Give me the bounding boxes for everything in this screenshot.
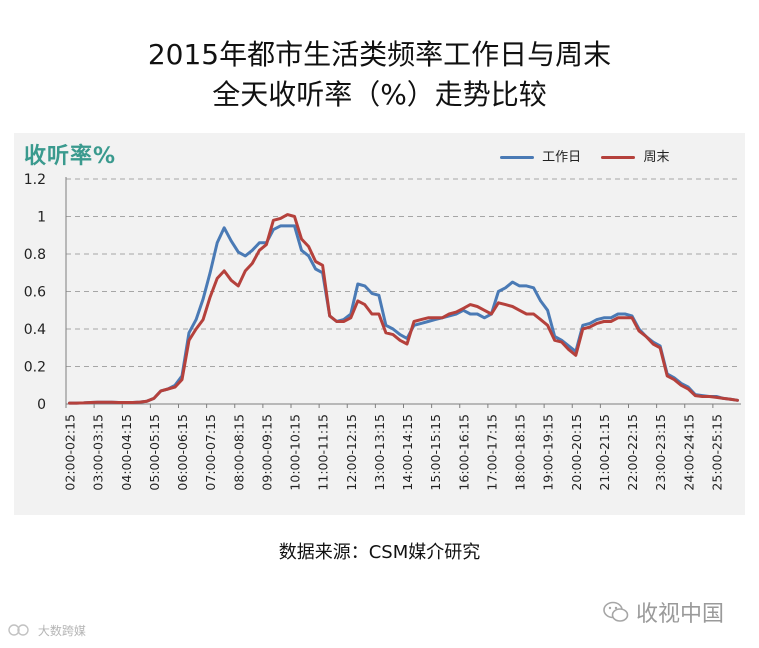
y-tick-label: 0.8 xyxy=(24,247,46,263)
x-tick-label: 07:00-07:15 xyxy=(203,414,218,491)
x-tick-label: 09:00-09:15 xyxy=(259,414,274,491)
watermark-right-text: 收视中国 xyxy=(636,602,725,627)
y-tick-label: 0 xyxy=(37,397,46,413)
x-tick-label: 14:00-14:15 xyxy=(400,414,415,491)
y-tick-label: 0.2 xyxy=(24,360,46,376)
chart-panel xyxy=(14,133,745,515)
legend-item-workday: 工作日 xyxy=(500,146,581,165)
logo-icon xyxy=(8,623,34,640)
x-tick-label: 13:00-13:15 xyxy=(372,414,387,491)
watermark-left-text: 大数跨媒 xyxy=(37,624,86,638)
x-tick-label: 22:00-22:15 xyxy=(625,414,640,491)
x-tick-label: 05:00-05:15 xyxy=(147,414,162,491)
x-tick-label: 15:00-15:15 xyxy=(428,414,443,491)
y-axis-label: 收听率% xyxy=(24,144,117,169)
legend-item-weekend: 周末 xyxy=(601,146,669,165)
x-tick-label: 24:00-24:15 xyxy=(681,414,696,491)
x-tick-label: 04:00-04:15 xyxy=(119,414,134,491)
x-tick-label: 11:00-11:15 xyxy=(316,414,331,491)
series-line-workday xyxy=(68,224,739,405)
y-tick-label: 1.2 xyxy=(24,172,46,188)
x-tick-label: 02:00-02:15 xyxy=(63,414,78,491)
y-tick-label: 1 xyxy=(37,210,46,226)
chart-title-line1: 2015年都市生活类频率工作日与周末 xyxy=(147,38,612,71)
x-tick-label: 19:00-19:15 xyxy=(541,414,556,491)
x-tick-label: 10:00-10:15 xyxy=(288,414,303,491)
watermark-left: 大数跨媒 xyxy=(8,622,86,640)
x-tick-label: 21:00-21:15 xyxy=(597,414,612,491)
x-tick-label: 18:00-18:15 xyxy=(513,414,528,491)
x-tick-label: 25:00-25:15 xyxy=(709,414,724,491)
series-line-weekend xyxy=(68,213,739,405)
chart-legend: 工作日 周末 xyxy=(500,146,685,165)
wechat-icon xyxy=(603,601,629,629)
x-tick-label: 16:00-16:15 xyxy=(456,414,471,491)
legend-swatch-workday xyxy=(500,156,534,159)
data-source-note: 数据来源：CSM媒介研究 xyxy=(278,542,481,563)
x-tick-label: 08:00-08:15 xyxy=(231,414,246,491)
chart-title-line2: 全天收听率（%）走势比较 xyxy=(212,78,547,111)
x-tick-label: 06:00-06:15 xyxy=(175,414,190,491)
x-tick-label: 03:00-03:15 xyxy=(91,414,106,491)
watermark-right: 收视中国 xyxy=(603,596,724,629)
y-tick-label: 0.6 xyxy=(24,285,46,301)
legend-label-workday: 工作日 xyxy=(542,150,582,165)
x-tick-label: 20:00-20:15 xyxy=(569,414,584,491)
legend-swatch-weekend xyxy=(601,156,636,159)
x-tick-label: 17:00-17:15 xyxy=(484,414,499,491)
y-tick-label: 0.4 xyxy=(24,322,46,338)
x-tick-label: 12:00-12:15 xyxy=(344,414,359,491)
legend-label-weekend: 周末 xyxy=(643,150,670,165)
x-tick-label: 23:00-23:15 xyxy=(653,414,668,491)
